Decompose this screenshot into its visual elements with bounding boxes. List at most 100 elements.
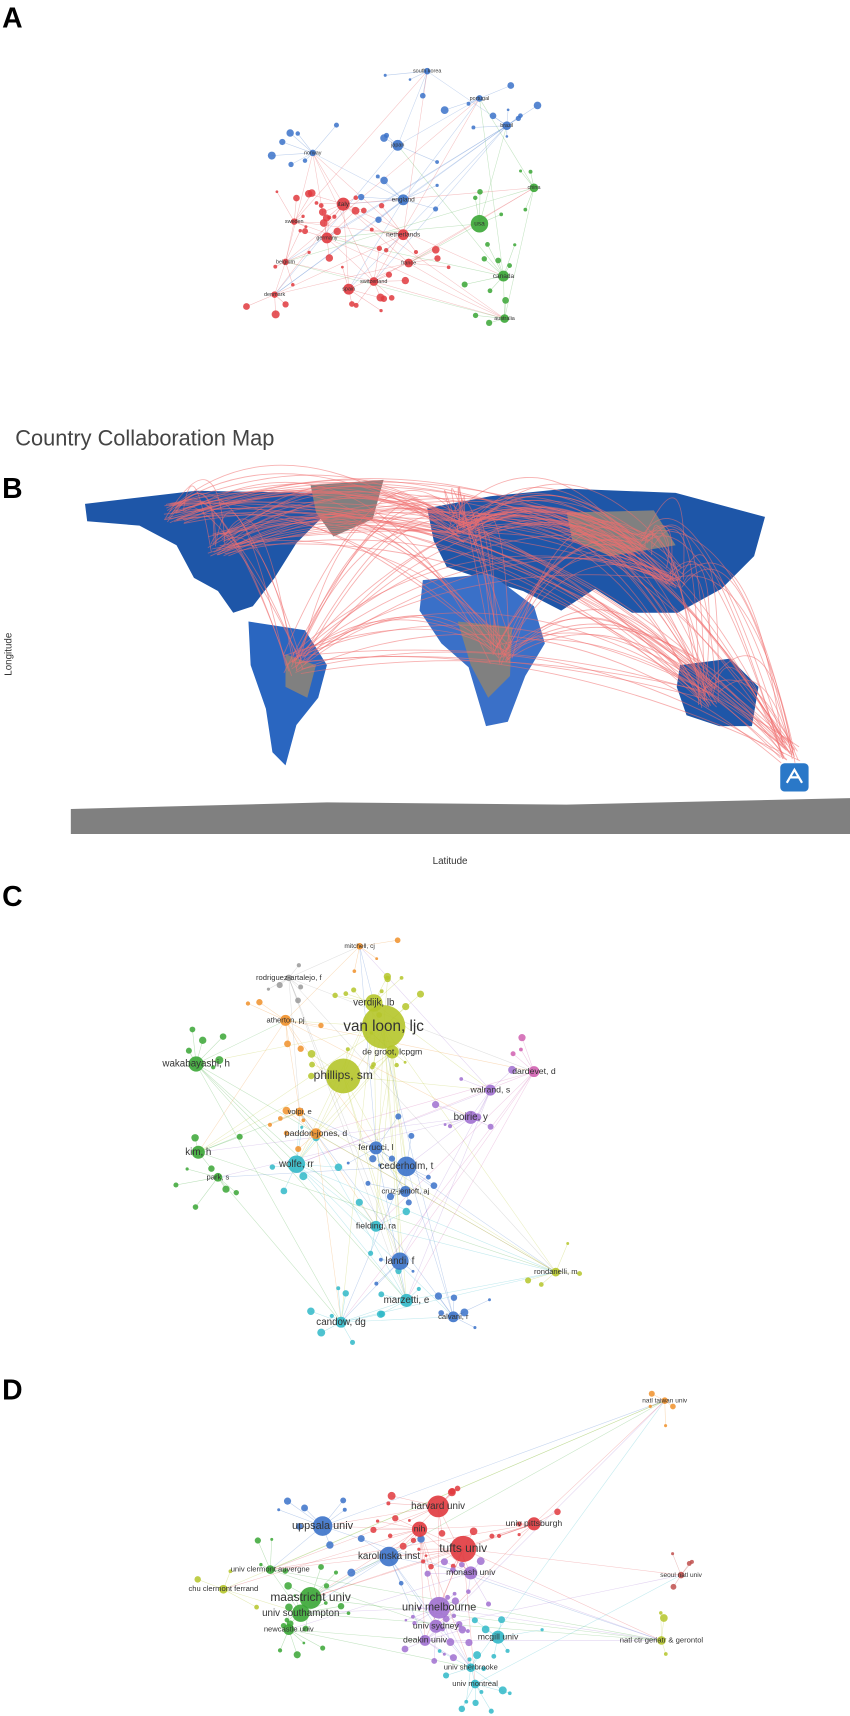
edge [375,1147,406,1192]
edge [375,1211,407,1227]
edge [296,1164,407,1301]
edge [270,1506,439,1570]
minor-node [416,990,425,998]
edge [408,223,480,264]
edge [419,1529,426,1641]
minor-node [194,1576,201,1583]
minor-node [402,1002,410,1011]
node [466,1663,476,1673]
minor-node [332,214,337,219]
minor-node [670,1403,676,1410]
arc [492,555,666,656]
arc [676,562,783,743]
minor-node [267,1122,273,1127]
node-label: ferrucci, l [358,1142,393,1152]
minor-node [286,129,294,137]
edge [340,1166,407,1323]
minor-node [334,1163,343,1172]
minor-node [378,1291,385,1298]
minor-node [317,1328,326,1337]
minor-node [333,227,341,236]
minor-node [383,73,387,77]
edge [381,205,404,235]
minor-node [329,1313,334,1319]
minor-node [385,271,393,278]
minor-node [360,207,367,214]
edge [435,1626,471,1668]
node [299,1587,322,1609]
minor-node [506,108,510,112]
minor-node [689,1559,694,1564]
arc [502,526,645,658]
minor-node [299,1172,308,1181]
minor-node [507,82,515,89]
arc [504,609,701,691]
edge [196,1020,286,1065]
edge [463,1548,662,1641]
minor-node [245,1001,251,1006]
edge [479,85,511,99]
minor-node [346,1161,350,1165]
node-label: wakabayashi, h [161,1059,230,1070]
node [470,215,489,233]
minor-node [296,963,301,968]
edges [246,70,538,324]
minor-node [277,1648,283,1653]
minor-node [489,112,497,120]
edge [288,1629,426,1641]
node [379,1546,399,1567]
edge [348,262,409,290]
edge [439,1607,662,1641]
minor-node [376,293,385,302]
minor-node [473,1651,482,1660]
minor-node [433,206,439,212]
edge [290,152,313,165]
node [657,1636,666,1645]
minor-node [515,115,521,122]
minor-node [417,1547,421,1551]
edge [195,1063,377,1227]
minor-node [421,1559,426,1564]
arc [652,528,699,705]
node [491,1630,505,1644]
minor-node [443,1123,447,1126]
minor-node [275,190,279,194]
edge [503,276,505,319]
minor-node [189,1026,196,1033]
node-label: wolfe, rr [278,1159,315,1170]
minor-node [392,1515,399,1522]
edge [223,1400,665,1590]
edge [198,1111,300,1153]
minor-node [233,1189,239,1196]
edge [269,1539,273,1570]
edge [343,1075,406,1192]
edge [270,1525,323,1570]
edge [435,1574,682,1627]
node-label: rodriguez-artalejo, f [256,973,322,982]
edge [322,1400,665,1527]
edge [288,977,300,1112]
minor-node [438,1310,444,1316]
minor-node [326,1541,334,1549]
edge [422,71,428,96]
minor-node [458,1705,466,1713]
node-label: karolinska inst [358,1551,420,1562]
minor-node [472,312,479,319]
edge [348,288,382,311]
minor-node [323,1583,330,1589]
minor-node [499,212,504,217]
minor-node [351,206,360,215]
minor-node [489,1533,495,1539]
minor-node [332,992,338,999]
node-label: harvard univ [411,1501,465,1512]
edge [342,204,349,290]
arc [640,518,784,743]
node-label: nih [414,1524,426,1534]
arc [164,512,497,648]
edge [310,1548,464,1599]
minor-node [295,1523,303,1530]
node-label: netherlands [386,231,421,238]
edge [424,1629,463,1641]
minor-node [435,160,439,164]
node-label: newcastle univ [264,1625,314,1634]
